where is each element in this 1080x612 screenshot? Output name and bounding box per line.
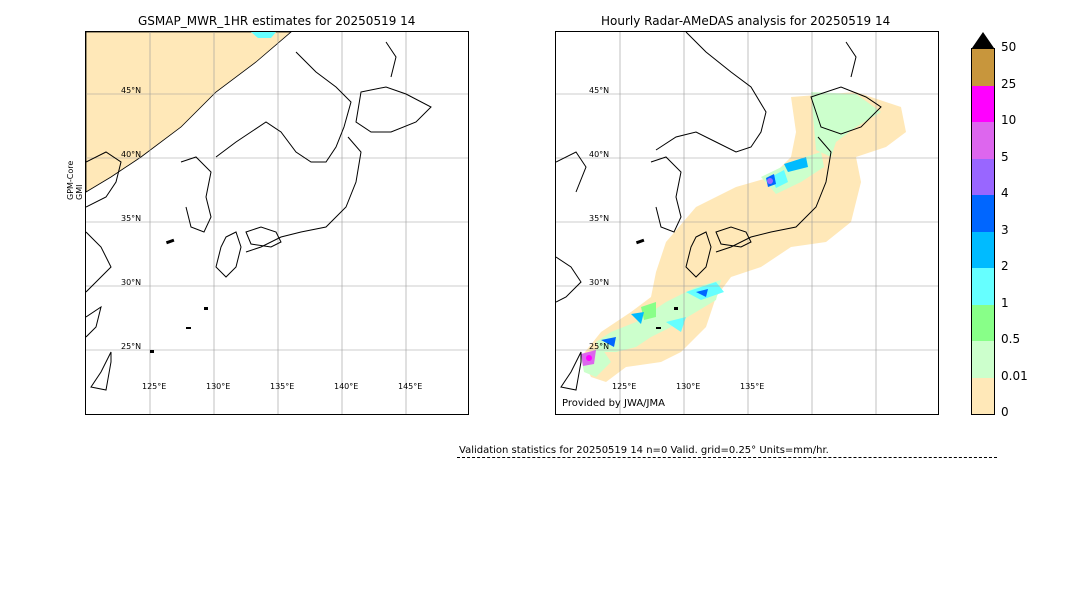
colorbar-segment: [972, 49, 994, 86]
colorbar-segment: [972, 158, 994, 195]
colorbar-segment: [972, 341, 994, 378]
colorbar-tick-label: 25: [1001, 76, 1017, 91]
stats-divider: [457, 457, 997, 458]
left-lon-125: 125°E: [142, 382, 166, 391]
sensor-label-line1: GPM-Core: [66, 160, 75, 200]
left-lat-45: 45°N: [121, 86, 141, 95]
colorbar-tick-label: 50: [1001, 40, 1017, 54]
colorbar-tick-label: 4: [1001, 186, 1009, 200]
left-lat-25: 25°N: [121, 342, 141, 351]
colorbar-segment: [972, 122, 994, 159]
left-lon-140: 140°E: [334, 382, 358, 391]
colorbar-segment: [972, 268, 994, 305]
colorbar-tick-label: 1: [1001, 295, 1009, 310]
right-rain-cell-2: [784, 157, 808, 172]
left-lon-130: 130°E: [206, 382, 230, 391]
right-map-title: Hourly Radar-AMeDAS analysis for 2025051…: [601, 14, 891, 28]
colorbar-tick-label: 0.5: [1001, 332, 1021, 346]
right-rain-cell-8-peak: [586, 355, 592, 361]
colorbar-segment: [972, 231, 994, 268]
left-lon-135: 135°E: [270, 382, 294, 391]
left-lon-145: 145°E: [398, 382, 422, 391]
right-lat-40: 40°N: [589, 150, 609, 159]
right-light-rain-south: [596, 280, 721, 352]
right-gridlines: [556, 32, 938, 414]
colorbar-tick-label: 5: [1001, 149, 1009, 164]
left-lat-35: 35°N: [121, 214, 141, 223]
colorbar-segment: [972, 85, 994, 122]
right-rain-cell-7: [601, 337, 616, 347]
left-gridlines: [86, 32, 468, 414]
colorbar-tick-label: 2: [1001, 259, 1009, 273]
right-rain-cell-3-core: [696, 289, 708, 297]
right-rain-cell-5: [631, 312, 644, 324]
colorbar-tick-label: 0: [1001, 405, 1009, 419]
colorbar-tick-label: 0.01: [1001, 368, 1028, 383]
left-islands: [150, 238, 208, 353]
left-sensor-label: GPM-Core GMI: [66, 161, 84, 200]
right-rain-cell-4: [641, 302, 656, 320]
colorbar-segment: [972, 377, 994, 414]
right-lat-45: 45°N: [589, 86, 609, 95]
colorbar-extend-triangle: [972, 32, 994, 48]
right-lat-labels: 45°N 40°N 35°N 30°N 25°N: [589, 86, 609, 351]
left-rain-patch: [251, 32, 276, 38]
left-lat-30: 30°N: [121, 278, 141, 287]
right-lon-130: 130°E: [676, 382, 700, 391]
left-map: 45°N 40°N 35°N 30°N 25°N 125°E 130°E 135…: [85, 31, 469, 415]
colorbar: [971, 48, 995, 415]
right-light-rain-north: [811, 92, 881, 157]
colorbar-tick-label: 10: [1001, 113, 1017, 127]
colorbar-segment: [972, 304, 994, 341]
right-map-canvas: 45°N 40°N 35°N 30°N 25°N 125°E 130°E 135…: [556, 32, 938, 414]
left-map-canvas: 45°N 40°N 35°N 30°N 25°N 125°E 130°E 135…: [86, 32, 468, 414]
right-lat-35: 35°N: [589, 214, 609, 223]
right-map: 45°N 40°N 35°N 30°N 25°N 125°E 130°E 135…: [555, 31, 939, 415]
colorbar-tick-label: 3: [1001, 222, 1009, 237]
left-lat-labels: 45°N 40°N 35°N 30°N 25°N: [121, 86, 141, 351]
left-map-title: GSMAP_MWR_1HR estimates for 20250519 14: [138, 14, 416, 28]
right-rain-cell-6: [666, 317, 686, 332]
right-coastlines: [556, 32, 882, 391]
colorbar-segment: [972, 195, 994, 232]
right-rain-cell-1-peak: [767, 178, 773, 184]
left-coastlines: [86, 41, 432, 391]
left-lon-labels: 125°E 130°E 135°E 140°E 145°E: [142, 382, 422, 391]
right-lon-labels: 125°E 130°E 135°E: [612, 382, 764, 391]
right-islands: [635, 238, 678, 329]
sensor-label-line2: GMI: [75, 184, 84, 200]
right-lon-125: 125°E: [612, 382, 636, 391]
right-lat-30: 30°N: [589, 278, 609, 287]
validation-statistics: Validation statistics for 20250519 14 n=…: [459, 445, 829, 456]
right-lon-135: 135°E: [740, 382, 764, 391]
data-credit: Provided by JWA/JMA: [562, 398, 665, 409]
left-lat-40: 40°N: [121, 150, 141, 159]
right-lat-25: 25°N: [589, 342, 609, 351]
left-low-rain-region: [86, 32, 292, 193]
